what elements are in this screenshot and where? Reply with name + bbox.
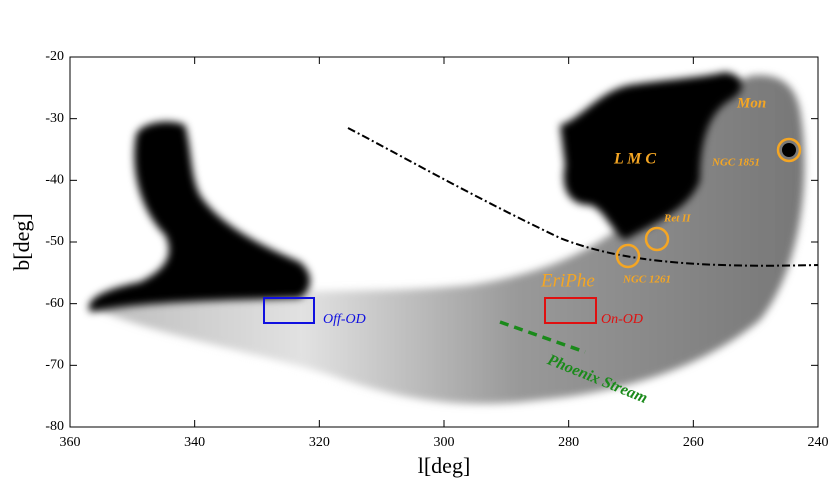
annotation: NGC 1851 <box>711 157 760 169</box>
density-map <box>88 72 818 404</box>
x-axis-label: l[deg] <box>418 453 471 478</box>
annotation: L M C <box>613 151 656 168</box>
annotation: Off-OD <box>323 312 366 327</box>
y-tick-label: -50 <box>45 234 64 249</box>
y-axis-label: b[deg] <box>9 213 34 270</box>
y-tick-label: -60 <box>45 296 64 311</box>
circle-marker <box>644 226 670 252</box>
cluster-dot <box>782 143 796 157</box>
y-tick-label: -30 <box>45 111 64 126</box>
x-tick-label: 340 <box>184 435 205 450</box>
annotation: NGC 1261 <box>622 274 671 286</box>
y-tick-label: -40 <box>45 173 64 188</box>
x-tick-label: 280 <box>558 435 579 450</box>
annotation: Mon <box>736 95 766 111</box>
orbit-curve <box>347 127 818 267</box>
y-tick-label: -20 <box>45 49 64 64</box>
on-box <box>544 297 597 324</box>
off-box <box>263 297 315 324</box>
annotation: On-OD <box>601 312 643 327</box>
x-tick-label: 360 <box>60 435 81 450</box>
circle-marker <box>776 137 802 163</box>
annotation: EriPhe <box>540 270 595 291</box>
y-tick-label: -80 <box>45 419 64 434</box>
circle-marker <box>615 243 641 269</box>
y-tick-label: -70 <box>45 358 64 373</box>
x-tick-label: 260 <box>683 435 704 450</box>
x-tick-label: 300 <box>434 435 455 450</box>
stream-line <box>499 320 586 354</box>
annotation: Ret II <box>663 213 691 225</box>
x-tick-label: 240 <box>808 435 829 450</box>
x-tick-label: 320 <box>309 435 330 450</box>
